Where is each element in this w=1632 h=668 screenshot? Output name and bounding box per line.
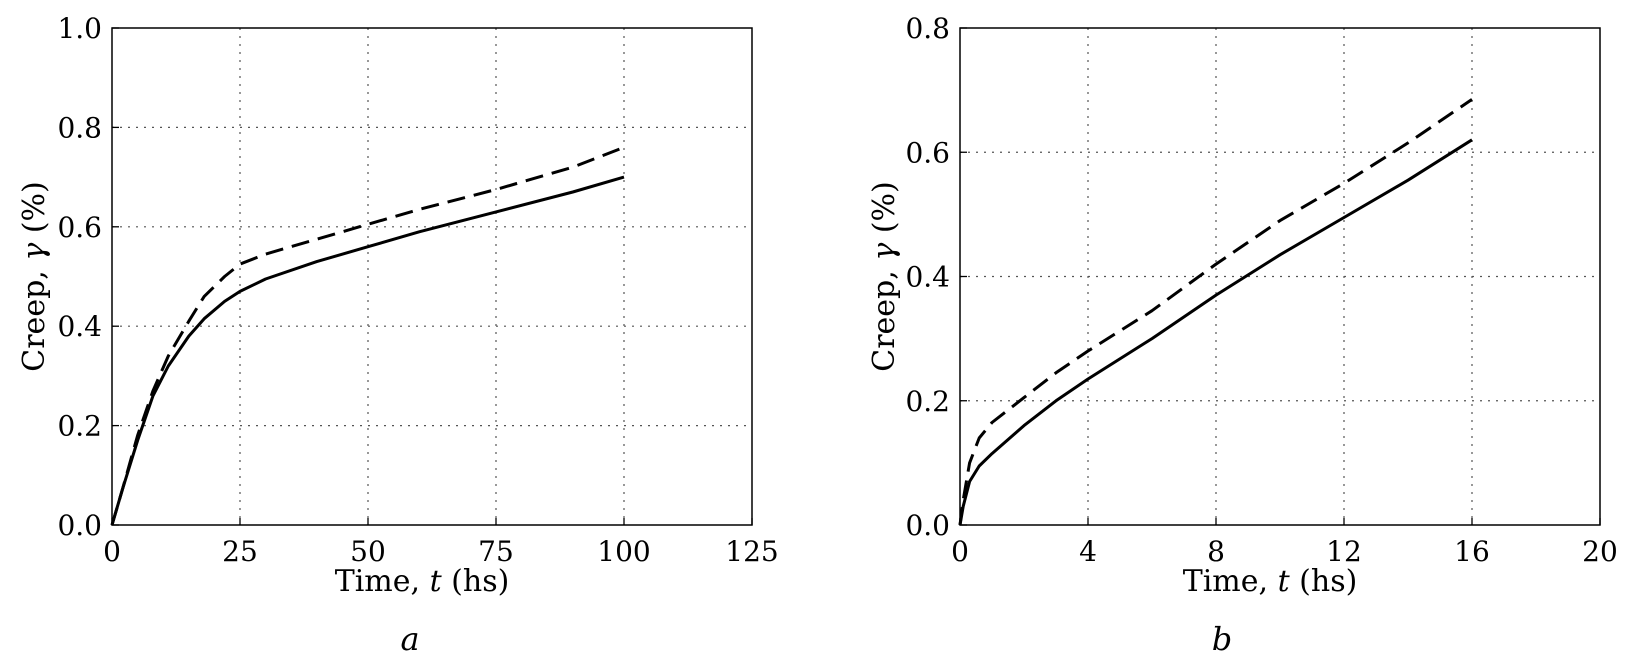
y-axis-label: Creep, γ (%) bbox=[17, 181, 52, 371]
chart-panel-b: 0 4 8 12 16 20 0.0 0.2 0.4 0.6 0.8 Time, t (hs) Cree… bbox=[867, 12, 1618, 658]
x-tick-label: 100 bbox=[597, 535, 650, 568]
x-tick-label: 0 bbox=[951, 535, 969, 568]
y-tick-label: 1.0 bbox=[57, 12, 102, 45]
y-tick-label: 0.8 bbox=[57, 111, 102, 144]
x-tick-label: 75 bbox=[478, 535, 514, 568]
x-tick-label: 125 bbox=[725, 535, 778, 568]
series-line-dashed bbox=[110, 145, 625, 526]
y-tick-label: 0.8 bbox=[905, 12, 950, 45]
panel-label: b bbox=[1212, 620, 1232, 658]
y-tick-label: 0.2 bbox=[57, 410, 102, 443]
y-tick-label: 0.4 bbox=[905, 261, 950, 294]
x-axis-label: Time, t (hs) bbox=[1183, 564, 1358, 599]
x-axis-label: Time, t (hs) bbox=[335, 564, 510, 599]
y-axis-label: Creep, γ (%) bbox=[867, 181, 902, 371]
x-tick-label: 12 bbox=[1326, 535, 1362, 568]
x-tick-label: 8 bbox=[1207, 535, 1225, 568]
y-tick-label: 0.6 bbox=[57, 211, 102, 244]
y-tick-label: 0.4 bbox=[57, 310, 102, 343]
x-tick-label: 25 bbox=[222, 535, 258, 568]
series-line-dashed bbox=[958, 98, 1473, 526]
x-tick-label: 20 bbox=[1582, 535, 1618, 568]
series-line-solid bbox=[110, 175, 625, 526]
x-tick-label: 16 bbox=[1454, 535, 1490, 568]
y-tick-label: 0.2 bbox=[905, 385, 950, 418]
panel-label: a bbox=[400, 620, 419, 658]
y-tick-label: 0.0 bbox=[57, 509, 102, 542]
chart-panel-a: 0 25 50 75 100 125 0.0 0.2 0.4 0.6 0.8 1.0 Time, t (… bbox=[17, 12, 779, 658]
y-tick-label: 0.0 bbox=[905, 509, 950, 542]
series-line-solid bbox=[958, 138, 1473, 526]
plot-frame bbox=[111, 27, 753, 526]
x-tick-label: 0 bbox=[103, 535, 121, 568]
x-tick-label: 50 bbox=[350, 535, 386, 568]
y-tick-label: 0.6 bbox=[905, 136, 950, 169]
x-tick-label: 4 bbox=[1079, 535, 1097, 568]
